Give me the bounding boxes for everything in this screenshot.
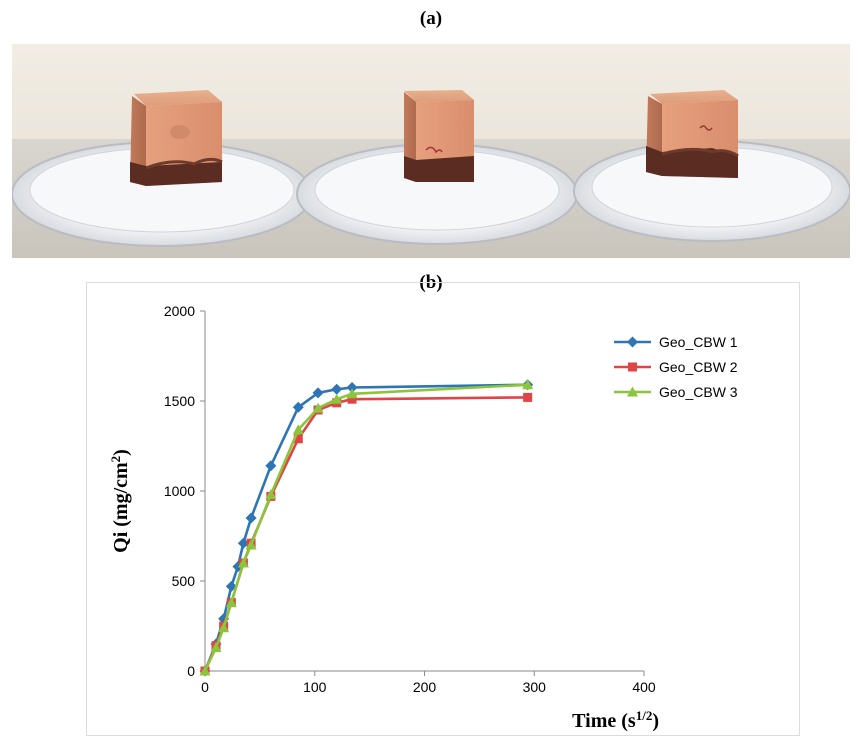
series-3-point-10 bbox=[346, 388, 358, 399]
series-3-point-2 bbox=[218, 622, 230, 633]
series-2 bbox=[200, 392, 533, 676]
series-1-point-7 bbox=[265, 460, 277, 472]
series-3-line bbox=[203, 383, 528, 672]
y-axis-title-sup: 2 bbox=[108, 456, 123, 463]
series-1-point-11 bbox=[346, 382, 358, 393]
x-axis-title: Time (s1/2) bbox=[572, 708, 659, 733]
legend-item-1: Geo_CBW 1 bbox=[614, 334, 738, 350]
legend-swatch-marker-3 bbox=[627, 386, 638, 397]
series-layer bbox=[199, 379, 534, 677]
y-axis-title: Qi (mg/cm2) bbox=[108, 449, 133, 553]
axes: 0 500 1000 1500 2000 0 100 200 300 400 bbox=[164, 303, 656, 695]
series-3-point-11 bbox=[522, 379, 534, 390]
series-3-point-0 bbox=[199, 665, 211, 676]
series-1 bbox=[199, 379, 534, 677]
series-2-point-10 bbox=[347, 394, 357, 404]
series-2-point-7 bbox=[293, 434, 303, 444]
panel-label-a: (a) bbox=[419, 8, 443, 29]
legend-item-2: Geo_CBW 2 bbox=[614, 359, 738, 375]
series-3-point-9 bbox=[331, 393, 343, 404]
y-tick-label-0: 0 bbox=[187, 663, 195, 679]
sample-photo bbox=[12, 44, 850, 258]
series-3-point-3 bbox=[225, 597, 237, 608]
series-2-line bbox=[203, 396, 528, 672]
x-tick-label-2: 200 bbox=[413, 679, 437, 695]
series-2-point-11 bbox=[523, 392, 533, 402]
series-1-point-5 bbox=[237, 537, 249, 549]
series-1-line bbox=[203, 383, 528, 672]
x-tick-label-1: 100 bbox=[303, 679, 327, 695]
y-tick-label-4: 2000 bbox=[164, 303, 195, 319]
x-tick-label-4: 400 bbox=[632, 679, 656, 695]
legend-item-3: Geo_CBW 3 bbox=[614, 384, 738, 400]
y-tick-label-1: 500 bbox=[172, 573, 196, 589]
y-axis-title-close: ) bbox=[110, 449, 132, 456]
legend-swatch-marker-2 bbox=[628, 362, 637, 372]
series-3-point-6 bbox=[265, 489, 277, 500]
legend: Geo_CBW 1 Geo_CBW 2 Geo_CBW 3 bbox=[614, 334, 738, 400]
series-1-point-9 bbox=[312, 387, 324, 399]
series-3-point-8 bbox=[312, 402, 324, 413]
series-1-point-8 bbox=[292, 401, 304, 413]
y-axis-title-text: Qi (mg/cm bbox=[110, 462, 132, 553]
x-axis-title-close: ) bbox=[652, 710, 659, 732]
series-3-point-7 bbox=[292, 424, 304, 435]
y-tick-label-3: 1500 bbox=[164, 393, 195, 409]
x-axis-title-unit: (s bbox=[621, 710, 636, 732]
legend-swatch-marker-1 bbox=[627, 336, 638, 348]
x-tick-label-3: 300 bbox=[523, 679, 547, 695]
series-3-point-5 bbox=[245, 539, 257, 550]
legend-label-1: Geo_CBW 1 bbox=[659, 334, 738, 350]
y-tick-label-2: 1000 bbox=[164, 483, 195, 499]
series-3-point-4 bbox=[237, 557, 249, 568]
series-1-point-6 bbox=[245, 512, 257, 524]
legend-label-2: Geo_CBW 2 bbox=[659, 359, 738, 375]
legend-label-3: Geo_CBW 3 bbox=[659, 384, 738, 400]
series-1-point-10 bbox=[331, 383, 343, 395]
series-3-point-1 bbox=[210, 642, 222, 653]
x-axis-title-text: Time bbox=[572, 710, 616, 732]
x-axis-title-sup: 1/2 bbox=[636, 708, 653, 723]
series-1-point-3 bbox=[225, 580, 237, 592]
x-tick-label-0: 0 bbox=[201, 679, 209, 695]
series-3 bbox=[199, 379, 534, 676]
